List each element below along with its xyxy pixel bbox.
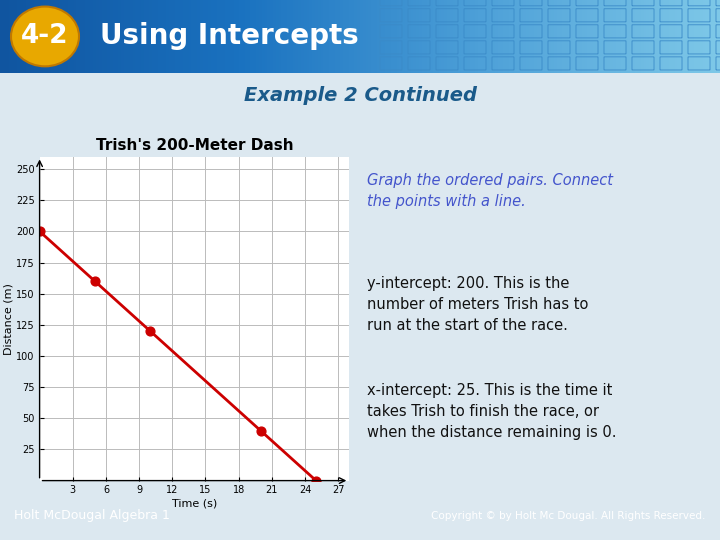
Text: Example 2 Continued: Example 2 Continued (243, 86, 477, 105)
Point (89, 277, 101, 286)
Text: x-intercept: 25. This is the time it
takes Trish to finish the race, or
when the: x-intercept: 25. This is the time it tak… (367, 383, 616, 441)
X-axis label: Time (s): Time (s) (172, 498, 217, 508)
Text: 4-2: 4-2 (22, 23, 68, 50)
Ellipse shape (11, 6, 79, 66)
Text: Graph the ordered pairs. Connect
the points with a line.: Graph the ordered pairs. Connect the poi… (367, 173, 613, 209)
Title: Trish's 200-Meter Dash: Trish's 200-Meter Dash (96, 138, 293, 153)
Text: Holt McDougal Algebra 1: Holt McDougal Algebra 1 (14, 509, 170, 522)
Text: Copyright © by Holt Mc Dougal. All Rights Reserved.: Copyright © by Holt Mc Dougal. All Right… (431, 511, 706, 521)
Point (34, 227, 45, 235)
Point (145, 327, 156, 335)
Point (255, 427, 266, 435)
Y-axis label: Distance (m): Distance (m) (3, 282, 13, 355)
Text: y-intercept: 200. This is the
number of meters Trish has to
run at the start of : y-intercept: 200. This is the number of … (367, 276, 588, 334)
Point (310, 476, 322, 485)
Text: Using Intercepts: Using Intercepts (100, 23, 359, 50)
